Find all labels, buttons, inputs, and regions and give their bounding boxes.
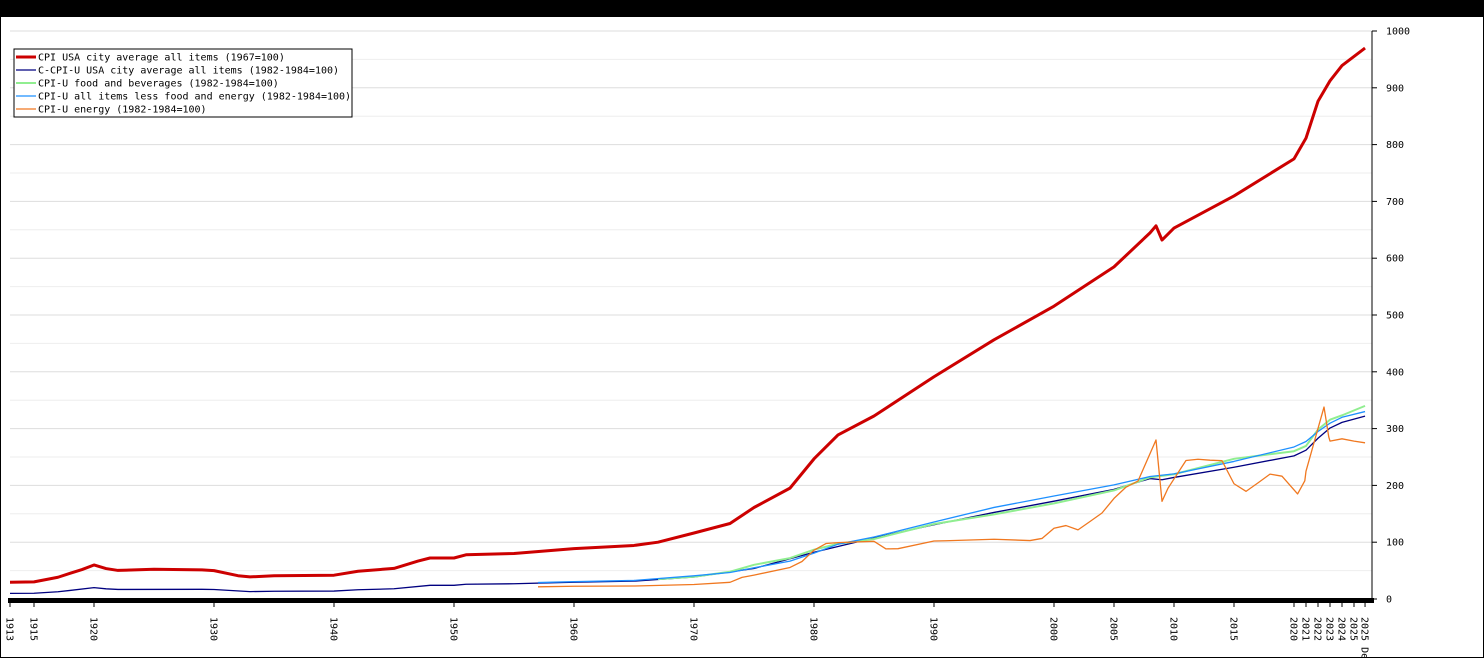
y-tick-label: 800 xyxy=(1386,140,1404,151)
y-tick-label: 600 xyxy=(1386,254,1404,265)
y-tick-label: 700 xyxy=(1386,197,1404,208)
legend-label: CPI-U all items less food and energy (19… xyxy=(38,92,351,103)
x-tick-label: 2010 xyxy=(1168,617,1179,641)
x-tick-label: 1915 xyxy=(28,617,39,641)
series-line xyxy=(657,404,1366,581)
series-line xyxy=(537,406,1366,588)
legend-label: CPI-U energy (1982-1984=100) xyxy=(38,105,207,116)
x-tick-label: 2015 xyxy=(1228,617,1239,641)
x-tick-label: 1960 xyxy=(568,617,579,641)
x-tick-label: 1950 xyxy=(448,617,459,641)
legend-label: CPI-U food and beverages (1982-1984=100) xyxy=(38,79,279,90)
x-tick-label: 2000 xyxy=(1048,617,1059,641)
x-tick-label: 1920 xyxy=(88,617,99,641)
x-tick-label: 2025 Dec xyxy=(1359,617,1370,658)
x-tick-label: 2024 xyxy=(1336,617,1347,641)
lines xyxy=(9,46,1366,595)
legend: CPI USA city average all items (1967=100… xyxy=(13,48,353,118)
x-tick-label: 1990 xyxy=(928,617,939,641)
series-line xyxy=(9,415,1366,595)
legend-box xyxy=(13,48,353,118)
series-line xyxy=(9,46,1366,584)
ticks: 0 100 200 300 400 500 600 700 800 900 1000 1913 1915… xyxy=(4,27,1411,658)
y-tick-label: 300 xyxy=(1386,424,1404,435)
x-tick-label: 2022 xyxy=(1312,617,1323,641)
y-tick-label: 500 xyxy=(1386,311,1404,322)
legend-label: C-CPI-U USA city average all items (1982… xyxy=(38,66,339,77)
x-tick-label: 1980 xyxy=(808,617,819,641)
y-tick-label: 100 xyxy=(1386,538,1404,549)
x-tick-label: 2025 xyxy=(1348,617,1359,641)
top-bar xyxy=(0,0,1484,16)
y-tick-label: 400 xyxy=(1386,367,1404,378)
x-tick-label: 1970 xyxy=(688,617,699,641)
x-tick-label: 2023 xyxy=(1324,617,1335,641)
x-tick-label: 1930 xyxy=(208,617,219,641)
y-tick-label: 0 xyxy=(1386,595,1392,606)
legend-label: CPI USA city average all items (1967=100… xyxy=(38,53,285,64)
grid xyxy=(10,30,1372,600)
y-tick-label: 1000 xyxy=(1386,27,1410,38)
x-tick-label: 2021 xyxy=(1300,617,1311,641)
y-tick-label: 200 xyxy=(1386,481,1404,492)
y-tick-label: 900 xyxy=(1386,83,1404,94)
x-tick-label: 2020 xyxy=(1288,617,1299,641)
x-tick-label: 1913 xyxy=(4,617,15,641)
series-line xyxy=(537,410,1366,584)
x-tick-label: 2005 xyxy=(1108,617,1119,641)
x-tick-label: 1940 xyxy=(328,617,339,641)
x-axis xyxy=(8,598,1374,603)
